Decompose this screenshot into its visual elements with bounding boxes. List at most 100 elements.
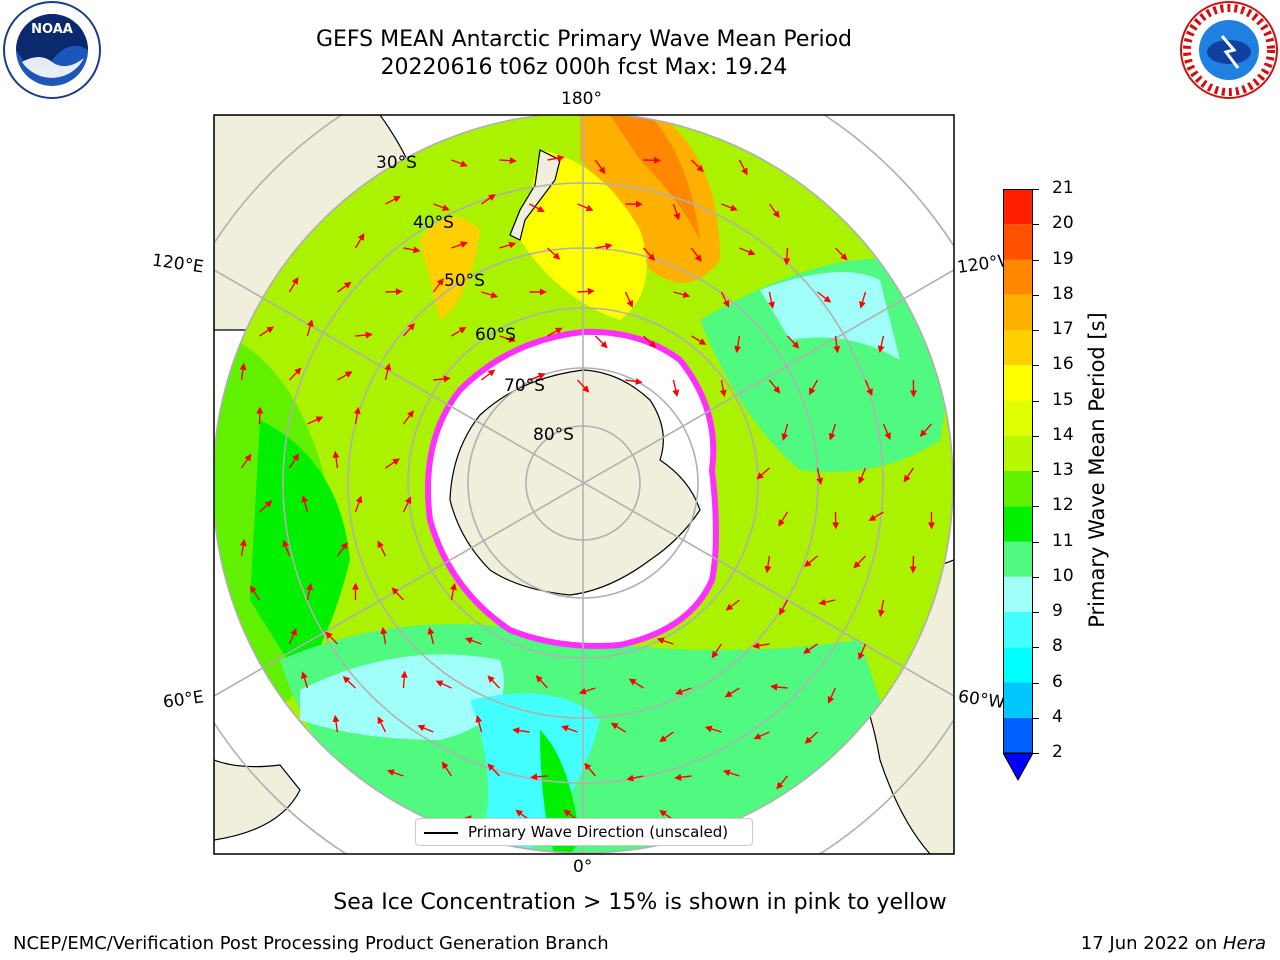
wave-direction-arrow bbox=[719, 379, 727, 398]
colorbar-tick-label: 10 bbox=[1052, 565, 1074, 586]
colorbar-tick-label: 11 bbox=[1052, 530, 1074, 551]
wave-direction-arrow bbox=[355, 331, 373, 339]
wave-direction-arrow bbox=[804, 555, 818, 568]
wave-direction-arrow bbox=[610, 722, 626, 733]
colorbar bbox=[1003, 189, 1033, 781]
wave-direction-arrow bbox=[781, 423, 789, 441]
wave-direction-arrow bbox=[672, 203, 681, 221]
colorbar-tick-mark bbox=[1033, 400, 1039, 402]
wave-direction-arrow bbox=[859, 291, 867, 309]
colorbar-tick-mark bbox=[1033, 365, 1039, 367]
machine-name: Hera bbox=[1222, 933, 1266, 954]
colorbar-segment bbox=[1003, 224, 1033, 260]
wave-direction-arrow bbox=[307, 416, 324, 425]
noaa-logo-text: NOAA bbox=[31, 22, 73, 37]
period-band-11 bbox=[250, 420, 350, 680]
wave-direction-arrow bbox=[656, 637, 674, 645]
wave-direction-arrow bbox=[240, 453, 252, 469]
wave-direction-arrow bbox=[724, 687, 740, 698]
map-legend: Primary Wave Direction (unscaled) bbox=[415, 818, 753, 846]
colorbar-tick-mark bbox=[1033, 647, 1039, 649]
wave-direction-arrow bbox=[402, 496, 412, 513]
wave-direction-arrow bbox=[451, 159, 468, 167]
colorbar-tick-mark bbox=[1033, 224, 1039, 226]
wave-direction-arrow bbox=[786, 335, 800, 349]
colorbar-segment bbox=[1003, 189, 1033, 225]
wave-direction-arrow bbox=[725, 599, 740, 611]
wave-direction-arrow bbox=[594, 159, 606, 175]
colorbar-tick-label: 9 bbox=[1052, 601, 1063, 621]
colorbar-tick-label: 12 bbox=[1052, 495, 1074, 516]
wave-direction-arrow bbox=[752, 642, 770, 650]
wave-direction-arrow bbox=[288, 453, 299, 469]
colorbar-segment bbox=[1003, 682, 1033, 718]
wave-direction-arrow bbox=[827, 687, 837, 704]
colorbar-tick-mark bbox=[1033, 576, 1039, 578]
wave-direction-arrow bbox=[868, 511, 884, 522]
wave-direction-arrow bbox=[690, 159, 704, 173]
colorbar-tick-mark bbox=[1033, 682, 1039, 684]
wave-direction-arrow bbox=[427, 627, 435, 645]
wave-direction-arrow bbox=[417, 724, 434, 733]
wave-direction-arrow bbox=[530, 773, 548, 781]
wave-direction-arrow bbox=[768, 203, 780, 219]
graticule bbox=[214, 115, 954, 854]
wave-direction-arrow bbox=[546, 247, 561, 260]
colorbar-segment bbox=[1003, 717, 1033, 753]
colorbar-frame bbox=[1003, 189, 1033, 754]
wave-direction-arrow bbox=[817, 291, 832, 303]
wave-direction-arrow bbox=[595, 242, 613, 250]
colorbar-segment bbox=[1003, 294, 1033, 330]
period-band-18 bbox=[610, 115, 700, 240]
colorbar-tick-label: 13 bbox=[1052, 460, 1074, 480]
colorbar-segment bbox=[1003, 506, 1033, 542]
wave-direction-arrow bbox=[433, 203, 450, 211]
wave-direction-arrow bbox=[301, 671, 309, 689]
wave-direction-arrow bbox=[864, 379, 873, 397]
colorbar-tick-mark bbox=[1033, 294, 1039, 296]
wave-direction-arrow bbox=[659, 731, 674, 743]
wave-direction-arrow bbox=[803, 643, 818, 654]
colorbar-tick-mark bbox=[1033, 717, 1039, 719]
wave-direction-arrow bbox=[779, 599, 789, 616]
wave-direction-arrows bbox=[239, 154, 936, 827]
wave-direction-arrow bbox=[642, 335, 657, 348]
wave-direction-arrow bbox=[722, 769, 740, 777]
wave-direction-arrow bbox=[433, 375, 451, 383]
colorbar-segment bbox=[1003, 471, 1033, 507]
period-band-9-south bbox=[300, 654, 504, 740]
wave-direction-arrow bbox=[432, 278, 444, 293]
wave-direction-arrow bbox=[354, 495, 363, 513]
lon-label-180: 180° bbox=[561, 89, 602, 109]
wave-direction-arrow bbox=[499, 157, 517, 165]
wave-direction-arrow bbox=[288, 367, 302, 381]
wave-direction-arrow bbox=[385, 288, 403, 296]
wave-direction-arrow bbox=[721, 203, 738, 212]
colorbar-segment bbox=[1003, 365, 1033, 401]
wave-direction-arrow bbox=[642, 247, 656, 261]
wave-direction-arrow bbox=[674, 773, 692, 781]
wave-direction-arrow bbox=[441, 761, 453, 777]
wave-direction-arrow bbox=[391, 587, 404, 601]
lat-label-60s: 60°S bbox=[475, 325, 516, 345]
wave-direction-arrow bbox=[385, 196, 401, 205]
wave-direction-arrow bbox=[690, 247, 702, 263]
colorbar-tick-label: 20 bbox=[1052, 213, 1074, 234]
credit-text: NCEP/EMC/Verification Post Processing Pr… bbox=[13, 933, 609, 954]
wave-direction-arrow bbox=[858, 643, 867, 660]
colorbar-segment bbox=[1003, 330, 1033, 366]
wave-direction-arrow bbox=[584, 762, 596, 777]
colorbar-tick-mark bbox=[1033, 506, 1039, 508]
colorbar-tick-label: 18 bbox=[1052, 283, 1074, 304]
wave-direction-arrow bbox=[808, 379, 819, 396]
wave-direction-arrow bbox=[882, 423, 891, 440]
wave-direction-arrow bbox=[451, 241, 468, 249]
colorbar-segment bbox=[1003, 541, 1033, 577]
wave-direction-arrow bbox=[624, 291, 634, 308]
wave-direction-arrow bbox=[756, 467, 770, 480]
wave-direction-arrow bbox=[691, 335, 707, 345]
wave-direction-arrow bbox=[858, 467, 867, 485]
wave-direction-arrow bbox=[625, 378, 643, 386]
wave-direction-arrow bbox=[704, 725, 722, 733]
